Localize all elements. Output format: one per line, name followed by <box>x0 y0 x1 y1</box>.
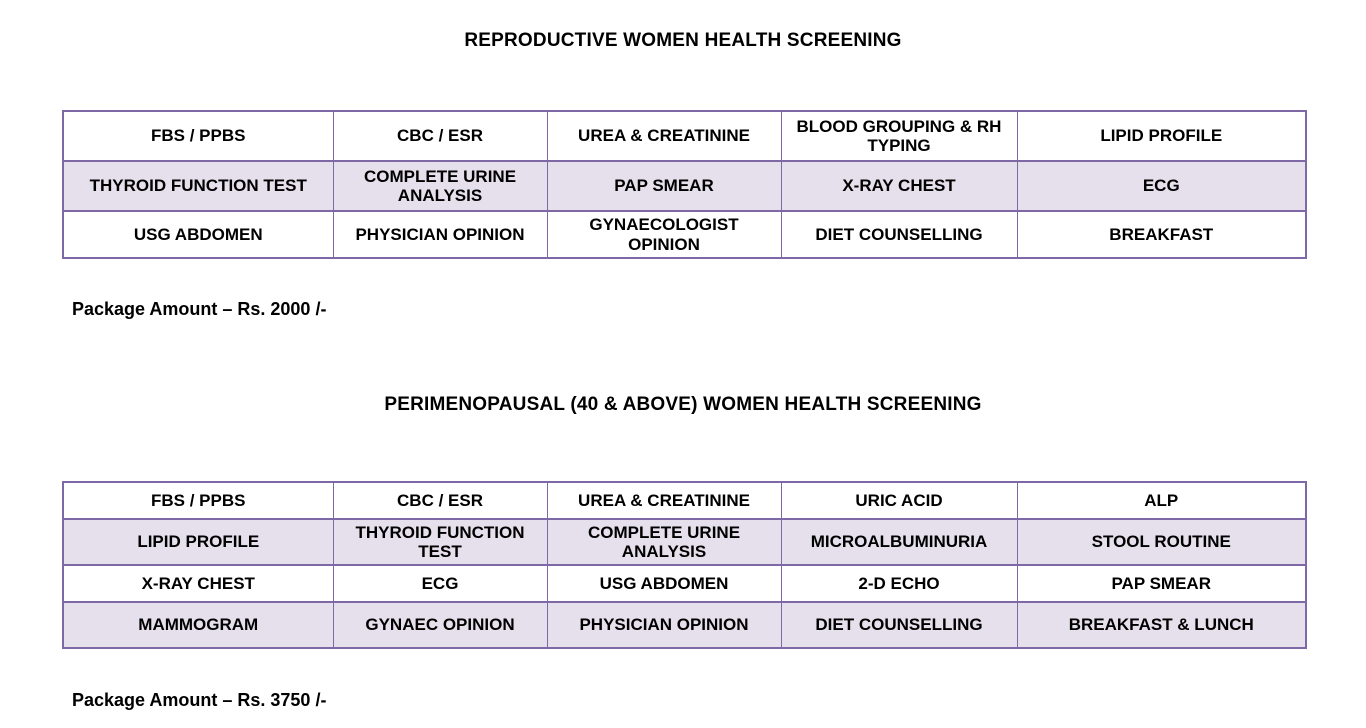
table-cell: URIC ACID <box>780 481 1018 520</box>
table-cell: UREA & CREATININE <box>546 481 782 520</box>
table-cell: BLOOD GROUPING & RH TYPING <box>780 110 1018 162</box>
table-cell: THYROID FUNCTION TEST <box>332 518 548 566</box>
table-cell: LIPID PROFILE <box>1016 110 1307 162</box>
table-cell: STOOL ROUTINE <box>1016 518 1307 566</box>
table-cell: MICROALBUMINURIA <box>780 518 1018 566</box>
table-cell: COMPLETE URINE ANALYSIS <box>332 160 548 212</box>
table-row: FBS / PPBS CBC / ESR UREA & CREATININE URIC… <box>62 481 1307 520</box>
perimenopausal-screening-table: FBS / PPBS CBC / ESR UREA & CREATININE URIC… <box>62 481 1307 649</box>
table-row: USG ABDOMEN PHYSICIAN OPINION GYNAECOLOGIS… <box>62 210 1307 259</box>
table-cell: DIET COUNSELLING <box>780 601 1018 649</box>
section-title-perimenopausal: PERIMENOPAUSAL (40 & ABOVE) WOMEN HEALTH… <box>384 394 982 415</box>
table-cell: LIPID PROFILE <box>62 518 334 566</box>
table-cell: ALP <box>1016 481 1307 520</box>
package-amount-reproductive: Package Amount – Rs. 2000 /- <box>72 299 327 319</box>
table-cell: X-RAY CHEST <box>62 564 334 603</box>
table-cell: CBC / ESR <box>332 110 548 162</box>
table-row: FBS / PPBS CBC / ESR UREA & CREATININE BLOO… <box>62 110 1307 162</box>
package-amount-perimenopausal: Package Amount – Rs. 3750 /- <box>72 690 327 710</box>
table-cell: COMPLETE URINE ANALYSIS <box>546 518 782 566</box>
table-cell: USG ABDOMEN <box>546 564 782 603</box>
table-row: THYROID FUNCTION TEST COMPLETE URINE ANAL… <box>62 160 1307 212</box>
table-row: MAMMOGRAM GYNAEC OPINION PHYSICIAN OPINION… <box>62 601 1307 649</box>
table-cell: FBS / PPBS <box>62 481 334 520</box>
table-cell: 2-D ECHO <box>780 564 1018 603</box>
table-cell: DIET COUNSELLING <box>780 210 1018 259</box>
table-cell: PAP SMEAR <box>1016 564 1307 603</box>
table-cell: USG ABDOMEN <box>62 210 334 259</box>
table-cell: GYNAEC OPINION <box>332 601 548 649</box>
table-cell: BREAKFAST <box>1016 210 1307 259</box>
table-cell: THYROID FUNCTION TEST <box>62 160 334 212</box>
table-cell: ECG <box>332 564 548 603</box>
table-cell: UREA & CREATININE <box>546 110 782 162</box>
table-cell: PAP SMEAR <box>546 160 782 212</box>
table-cell: X-RAY CHEST <box>780 160 1018 212</box>
table-cell: GYNAECOLOGIST OPINION <box>546 210 782 259</box>
table-cell: PHYSICIAN OPINION <box>332 210 548 259</box>
table-cell: PHYSICIAN OPINION <box>546 601 782 649</box>
table-cell: ECG <box>1016 160 1307 212</box>
table-cell: CBC / ESR <box>332 481 548 520</box>
reproductive-screening-table: FBS / PPBS CBC / ESR UREA & CREATININE BLOO… <box>62 110 1307 259</box>
table-cell: MAMMOGRAM <box>62 601 334 649</box>
table-row: LIPID PROFILE THYROID FUNCTION TEST COMPLE… <box>62 518 1307 566</box>
section-title-reproductive: REPRODUCTIVE WOMEN HEALTH SCREENING <box>464 30 902 51</box>
table-cell: FBS / PPBS <box>62 110 334 162</box>
table-cell: BREAKFAST & LUNCH <box>1016 601 1307 649</box>
table-row: X-RAY CHEST ECG USG ABDOMEN 2-D ECHO PAP SME… <box>62 564 1307 603</box>
